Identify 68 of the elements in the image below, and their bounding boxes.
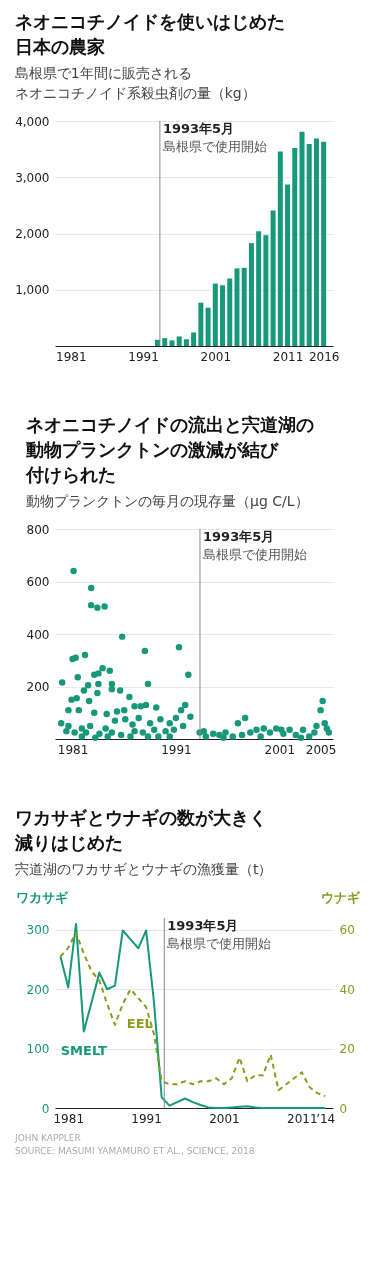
bar [227,278,233,346]
y2-axis-title: ウナギ [320,889,361,905]
x-tick-label: 1991 [161,742,192,757]
x-tick-label: 1991 [128,349,159,364]
bar [277,151,283,346]
y-tick-label: 2,000 [15,227,50,241]
ref-line-label: 1993年5月島根県で使用開始 [167,918,272,951]
x-tick-label: 2001 [209,1111,240,1126]
series-label: SMELT [60,1043,108,1059]
bar [306,144,312,346]
y-tick-label: 200 [26,982,50,997]
x-tick-label: 2011 [272,349,304,364]
bar [256,231,262,346]
bar [212,283,218,346]
x-tick-label: 2016 [308,349,340,364]
x-tick-label: 1991 [131,1111,162,1126]
ref-line-label: 1993年5月島根県で使用開始 [202,529,307,562]
y-tick-label: 3,000 [15,170,50,185]
x-tick-label: 1981 [53,1111,85,1126]
x-tick-label: 1981 [56,349,87,364]
bar [162,338,168,346]
y-tick-label: 100 [26,1042,50,1057]
bar [241,267,247,346]
chart-subtitle: 動物プランクトンの毎月の現存量（μg C/L） [26,493,309,509]
bar [220,285,226,346]
y-tick-label: 200 [26,680,50,694]
bar [270,210,276,346]
x-tick-label: ’14 [316,1111,336,1126]
bar [169,340,175,346]
bar [183,339,189,346]
bar [176,336,182,346]
bar [313,138,319,346]
x-tick-label: 1981 [57,742,89,757]
text: JOHN KAPPLER [14,1133,81,1143]
y-tick-label: 1,000 [15,283,50,298]
chart-title: ネオニコチノイドを使いはじめた日本の農家 [14,11,285,57]
bar [205,307,211,346]
bar [191,332,197,346]
y-tick-label: 600 [26,575,50,589]
source-note: SOURCE: MASUMI YAMAMURO ET AL., SCIENCE, 2018 [15,1146,255,1156]
x-tick-label: 2011 [287,1111,318,1126]
chart-subtitle: 宍道湖のワカサギとウナギの漁獲量（t） [15,861,273,877]
bar [285,184,291,346]
y-tick-label: 300 [26,923,50,938]
y2-tick-label: 40 [339,982,355,997]
bar [321,141,327,346]
y-tick-label: 800 [26,522,50,537]
chart-subtitle: 島根県で1年間に販売されるネオニコチノイド系殺虫剤の量（kg） [14,65,256,101]
y2-tick-label: 0 [339,1101,348,1116]
bar [234,268,240,346]
y2-tick-label: 20 [339,1042,355,1057]
bar [292,148,298,346]
x-tick-label: 2001 [264,742,296,757]
series-label: EEL [126,1016,153,1032]
bar [263,235,269,346]
chart-title: ネオニコチノイドの流出と宍道湖の動物プランクトンの激減が結び付けられた [25,414,315,485]
bar [248,243,254,346]
y-axis-title: ワカサギ [15,889,69,905]
bar [299,131,305,346]
x-tick-label: 2001 [200,349,232,364]
y-tick-label: 0 [41,1101,50,1116]
y-tick-label: 400 [26,627,50,642]
ref-line-label: 1993年5月島根県で使用開始 [162,121,267,154]
chart-title: ワカサギとウナギの数が大きく減りはじめた [14,807,267,853]
y2-tick-label: 60 [339,923,355,938]
x-tick-label: 2005 [305,742,337,757]
bar [198,302,204,346]
y-tick-label: 4,000 [15,114,50,129]
